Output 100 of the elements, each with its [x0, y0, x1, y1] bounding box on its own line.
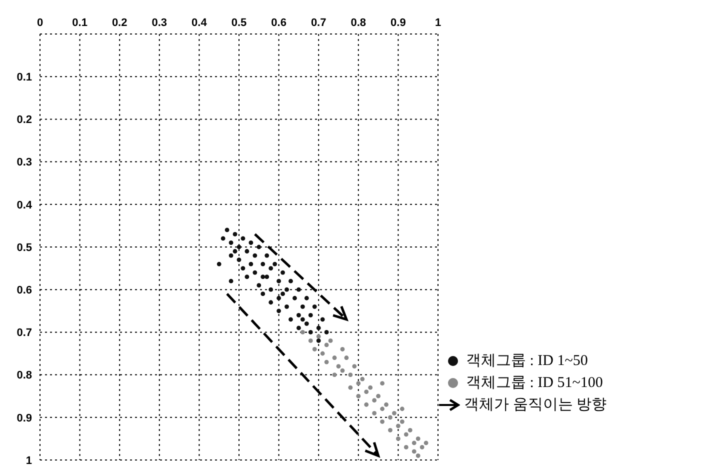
point [244, 274, 250, 280]
point [264, 253, 270, 258]
text: 객체가 움직이는 방향 [464, 396, 606, 415]
point [268, 300, 274, 305]
point [404, 432, 408, 437]
y-tick-label: 0.6 [16, 284, 32, 297]
point [236, 258, 242, 262]
point [296, 326, 301, 330]
point [252, 270, 258, 275]
point [228, 253, 234, 258]
point [424, 440, 428, 446]
point [396, 436, 400, 441]
point [340, 347, 345, 352]
point [260, 262, 266, 266]
point [296, 287, 301, 292]
point [384, 402, 388, 407]
point [276, 296, 281, 300]
point [304, 321, 309, 326]
point [220, 236, 226, 241]
x-tick-label: 0.9 [390, 17, 406, 29]
point [308, 330, 313, 334]
y-tick-label: 0.3 [16, 156, 32, 169]
point [256, 283, 262, 288]
point [228, 240, 234, 245]
point [232, 232, 238, 236]
point [372, 398, 377, 403]
point [240, 236, 246, 241]
legend-label: 객체그룹 : ID 51~100 [466, 374, 603, 393]
y-tick-label: 0.2 [16, 114, 32, 126]
point [376, 394, 380, 398]
point [284, 304, 289, 309]
point [288, 278, 293, 284]
point [348, 385, 353, 390]
point [408, 428, 412, 432]
point [304, 296, 309, 300]
x-tick-label: 0.1 [72, 17, 88, 29]
point [416, 436, 420, 441]
legend-label: 객체그룹 : ID 1~50 [466, 352, 588, 371]
point [340, 368, 345, 373]
point [260, 292, 266, 296]
point [320, 317, 325, 322]
point [356, 394, 361, 398]
point [332, 372, 337, 377]
x-tick-label: 0.5 [231, 17, 247, 29]
y-tick-label: 0.9 [16, 412, 32, 424]
y-tick-label: 0.8 [16, 370, 32, 382]
point [252, 253, 258, 258]
point [308, 338, 313, 343]
point [312, 347, 317, 352]
point [316, 338, 321, 343]
point [312, 304, 317, 309]
point [360, 376, 365, 382]
y-tick-label: 0.7 [16, 327, 32, 340]
point [284, 287, 289, 292]
point [400, 406, 404, 412]
point [232, 249, 238, 254]
point [264, 274, 270, 280]
point [388, 415, 392, 420]
point [276, 308, 281, 314]
point [368, 385, 373, 390]
point [216, 262, 222, 266]
point [300, 304, 305, 309]
point [288, 317, 293, 322]
x-tick-label: 0 [36, 17, 44, 29]
point [276, 278, 281, 284]
point [420, 445, 424, 450]
point [336, 364, 341, 368]
point [256, 244, 262, 250]
point [228, 278, 234, 284]
point [412, 440, 416, 446]
point [388, 428, 392, 432]
point [280, 292, 285, 296]
point [348, 372, 353, 377]
point [372, 410, 377, 416]
point [224, 228, 230, 232]
point [392, 410, 396, 416]
point [316, 334, 321, 339]
x-tick-label: 1 [434, 17, 442, 29]
x-tick-label: 0.2 [112, 17, 128, 29]
point [416, 454, 420, 458]
x-tick-label: 0.3 [152, 17, 168, 29]
point [320, 351, 325, 356]
point [380, 381, 384, 386]
point [412, 449, 416, 454]
point [404, 445, 408, 450]
y-tick-label: 0.1 [16, 72, 32, 84]
point [244, 249, 250, 254]
point [324, 360, 329, 364]
point [364, 390, 369, 394]
point [364, 402, 369, 407]
x-tick-label: 0.6 [271, 17, 286, 29]
y-tick-label: 0.5 [16, 242, 32, 254]
point [316, 326, 321, 330]
point [332, 356, 337, 360]
point [344, 356, 349, 360]
point [248, 240, 254, 245]
point [396, 424, 400, 428]
point [272, 262, 278, 266]
point [324, 342, 329, 348]
x-tick-label: 0.8 [350, 17, 366, 29]
